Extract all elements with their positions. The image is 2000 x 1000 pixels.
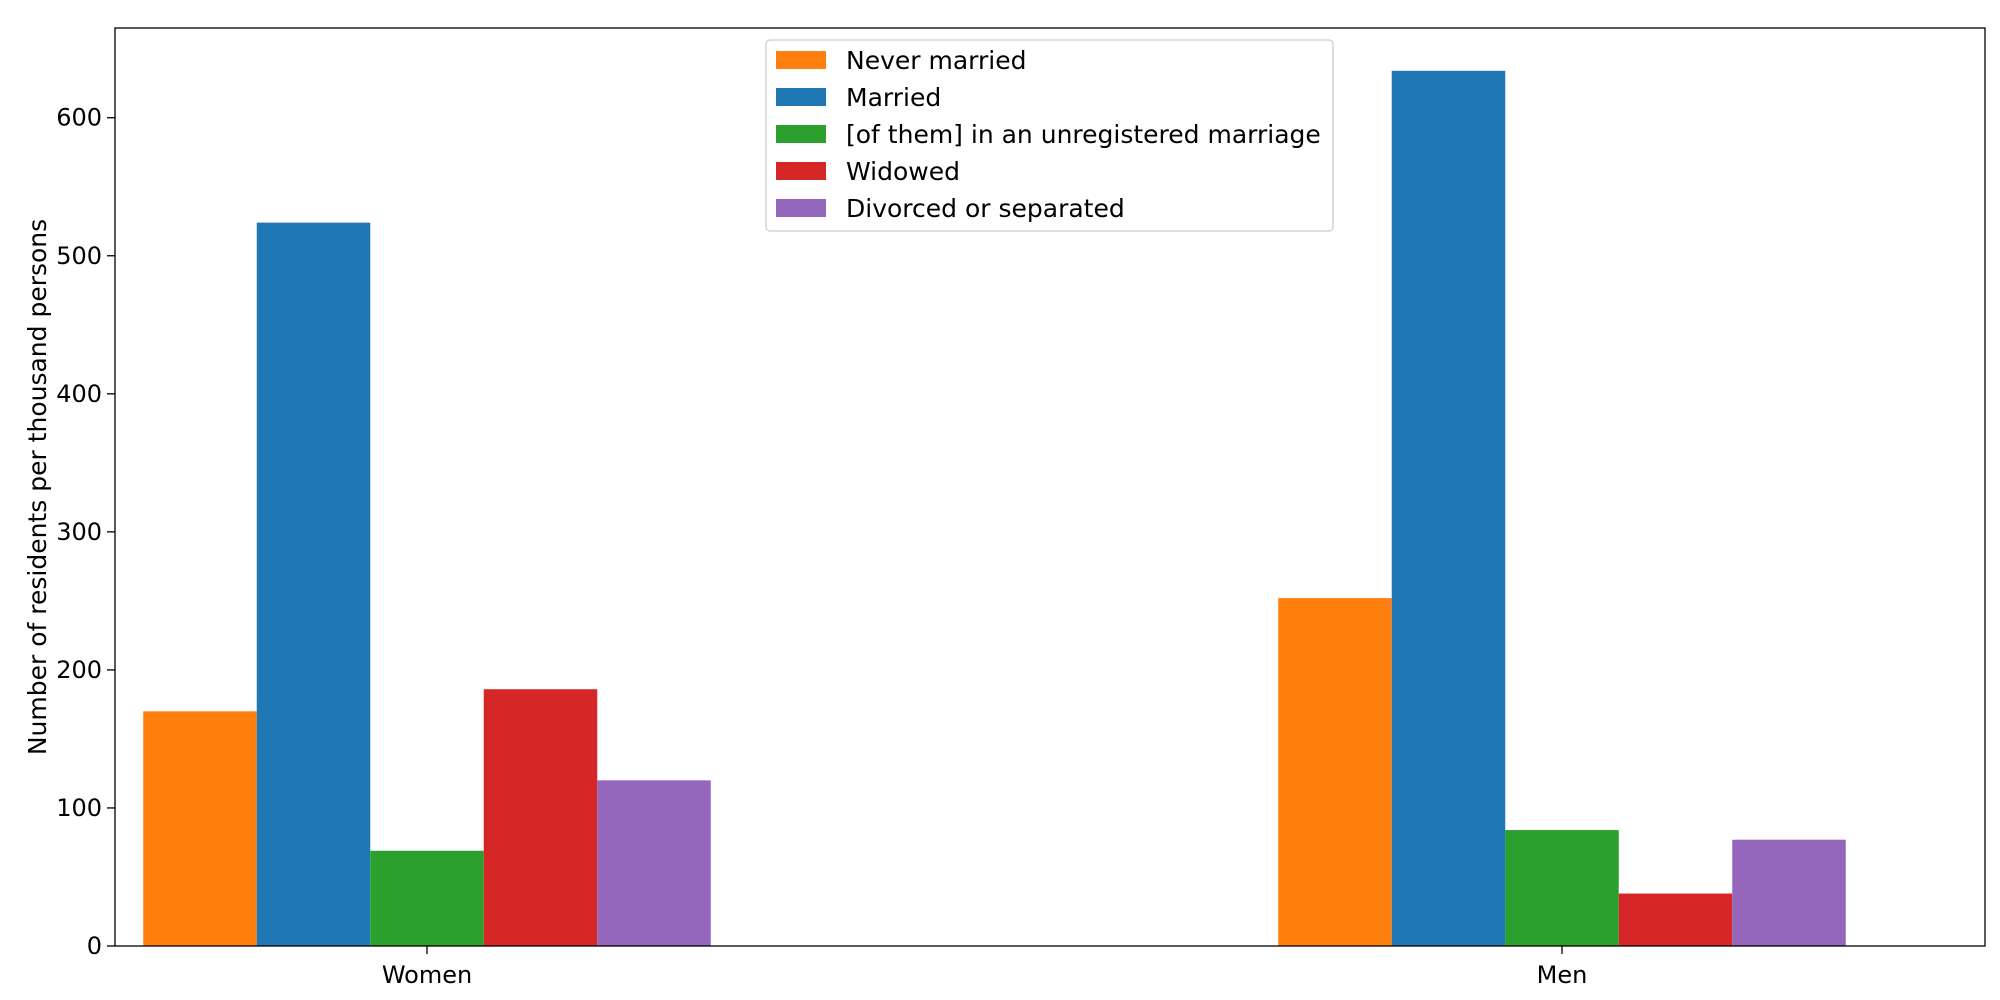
- bar-of-them-in-an-unregistered-marriage-men: [1505, 830, 1619, 946]
- y-tick-label: 100: [56, 794, 102, 822]
- legend-swatch: [776, 51, 826, 69]
- bar-married-men: [1391, 70, 1506, 946]
- bar-widowed-women: [483, 689, 598, 946]
- legend-swatch: [776, 88, 826, 106]
- legend-swatch: [776, 199, 826, 217]
- bar-married-women: [256, 222, 371, 946]
- legend-label: [of them] in an unregistered marriage: [846, 120, 1321, 149]
- y-tick-label: 500: [56, 242, 102, 270]
- legend-label: Never married: [846, 46, 1026, 75]
- x-axis-ticks: Women Men: [382, 946, 1588, 989]
- legend-swatch: [776, 162, 826, 180]
- x-tick-label: Men: [1537, 961, 1588, 989]
- bar-divorced-or-separated-men: [1732, 839, 1846, 946]
- bars-group: [143, 70, 1846, 946]
- legend-frame: [765, 39, 1334, 232]
- bar-never-married-men: [1278, 598, 1392, 946]
- plot-frame: [114, 27, 1986, 947]
- legend-label: Divorced or separated: [846, 194, 1125, 223]
- legend: Never married Married [of them] in an unre…: [765, 39, 1334, 232]
- y-tick-label: 200: [56, 656, 102, 684]
- y-tick-label: 400: [56, 380, 102, 408]
- y-tick-label: 600: [56, 104, 102, 132]
- bar-never-married-women: [143, 711, 257, 946]
- y-axis-ticks: 0 100 200 300 400 500 600: [56, 104, 115, 960]
- y-tick-label: 300: [56, 518, 102, 546]
- bar-divorced-or-separated-women: [597, 780, 711, 946]
- bar-of-them-in-an-unregistered-marriage-women: [370, 850, 484, 946]
- legend-label: Widowed: [846, 157, 960, 186]
- legend-swatch: [776, 125, 826, 143]
- bar-widowed-men: [1618, 893, 1733, 946]
- y-axis-label: Number of residents per thousand persons: [23, 219, 52, 755]
- legend-label: Married: [846, 83, 941, 112]
- y-tick-label: 0: [87, 932, 102, 960]
- x-tick-label: Women: [382, 961, 472, 989]
